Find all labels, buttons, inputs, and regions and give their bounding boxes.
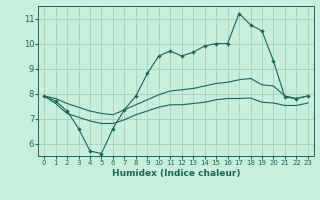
X-axis label: Humidex (Indice chaleur): Humidex (Indice chaleur) bbox=[112, 169, 240, 178]
